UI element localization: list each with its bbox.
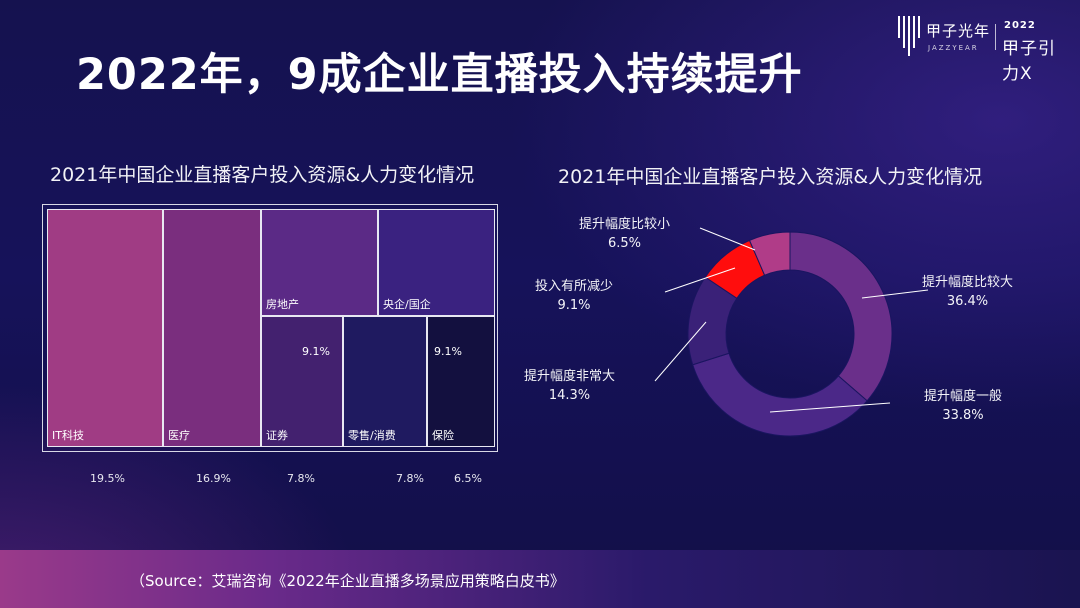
donut-label-value: 6.5%: [607, 236, 642, 251]
treemap-bottom-label: 6.5%: [454, 472, 482, 485]
donut-leader-line: [769, 402, 891, 413]
treemap-cell: IT科技: [47, 209, 163, 447]
donut-label: 提升幅度一般 33.8%: [924, 387, 1002, 425]
logo-brand: 甲子引力X: [1002, 39, 1056, 84]
donut-label-value: 9.1%: [557, 298, 591, 313]
donut-title: 2021年中国企业直播客户投入资源&人力变化情况: [558, 166, 983, 188]
treemap: IT科技 医疗 房地产 央企/国企证券 9.1% 零售/消费 保险 9.1%: [42, 204, 498, 452]
donut-leader-line: [664, 267, 736, 293]
donut-label-value: 36.4%: [946, 294, 989, 309]
logo-mark-icon: [898, 16, 920, 56]
treemap-cell-label: 证券: [266, 429, 288, 442]
treemap-bottom-label: 7.8%: [396, 472, 424, 485]
treemap-cell-value: 9.1%: [302, 345, 330, 358]
logo-en-text: JAZZYEAR: [928, 44, 979, 52]
donut-slice: [789, 231, 893, 402]
treemap-cell: 房地产: [261, 209, 378, 316]
treemap-cell-label: 零售/消费: [348, 429, 396, 442]
source-note: （Source：艾瑞咨询《2022年企业直播多场景应用策略白皮书》: [130, 572, 565, 590]
logo-cn-text: 甲子光年: [926, 22, 991, 40]
treemap-cell: 零售/消费: [343, 316, 427, 447]
donut-label: 提升幅度非常大 14.3%: [524, 367, 615, 405]
donut-label: 提升幅度比较大 36.4%: [922, 273, 1013, 311]
donut-label: 投入有所减少 9.1%: [535, 277, 613, 315]
donut-label-name: 投入有所减少: [535, 279, 614, 294]
donut-slice: [748, 231, 791, 276]
treemap-cell-value: 9.1%: [434, 345, 462, 358]
treemap-bottom-label: 16.9%: [196, 472, 231, 485]
treemap-cell-label: IT科技: [52, 429, 84, 442]
donut-label-name: 提升幅度一般: [924, 389, 1003, 404]
treemap-cell: 保险 9.1%: [427, 316, 495, 447]
treemap-title: 2021年中国企业直播客户投入资源&人力变化情况: [50, 164, 475, 186]
page-title: 2022年，9成企业直播投入持续提升: [76, 50, 803, 100]
treemap-cell: 医疗: [163, 209, 261, 447]
treemap-cell: 证券 9.1%: [261, 316, 343, 447]
logo-divider: [995, 24, 996, 50]
brand-logo: 甲子光年 JAZZYEAR 2022 甲子引力X: [898, 14, 1070, 84]
donut-label-value: 14.3%: [548, 388, 591, 403]
treemap-cell-label: 保险: [432, 429, 454, 442]
logo-year: 2022: [1004, 20, 1036, 31]
donut-leader-line: [654, 321, 707, 382]
source-bar: [0, 550, 1080, 608]
treemap-bottom-label: 19.5%: [90, 472, 125, 485]
treemap-cell-label: 央企/国企: [383, 298, 431, 311]
donut-label-value: 33.8%: [942, 408, 984, 423]
donut-label: 提升幅度比较小 6.5%: [579, 215, 670, 253]
donut-label-name: 提升幅度比较小: [579, 217, 671, 232]
donut-label-name: 提升幅度非常大: [524, 369, 616, 384]
treemap-cell: 央企/国企: [378, 209, 495, 316]
donut-leader-line: [861, 289, 929, 299]
donut-slice: [692, 352, 868, 437]
donut-leader-line: [699, 227, 756, 251]
treemap-bottom-label: 7.8%: [287, 472, 315, 485]
donut-label-name: 提升幅度比较大: [922, 275, 1014, 290]
treemap-cell-label: 医疗: [168, 429, 190, 442]
treemap-cell-label: 房地产: [266, 298, 299, 311]
